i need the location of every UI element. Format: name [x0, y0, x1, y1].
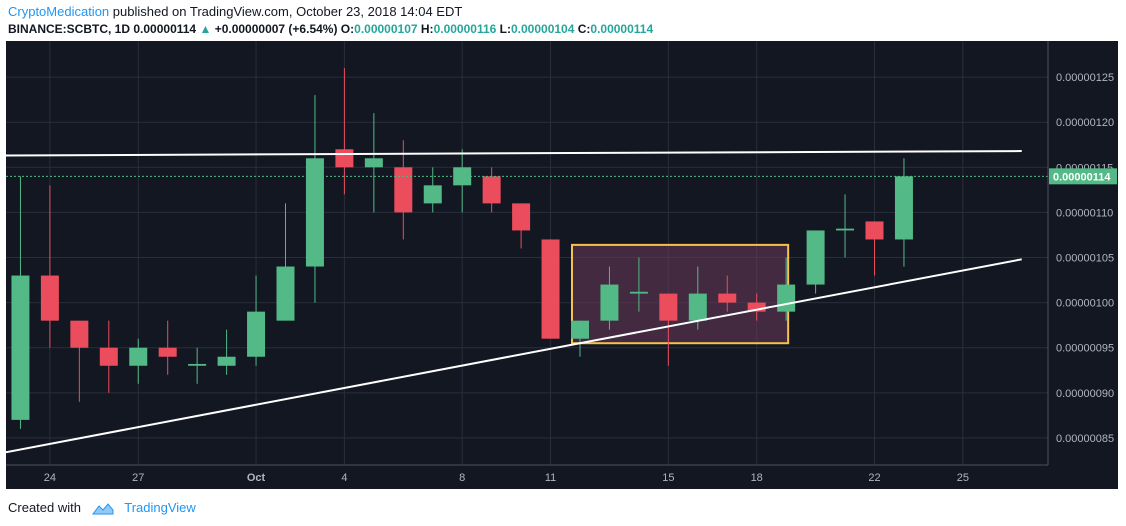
y-tick-label: 0.00000110: [1056, 207, 1113, 219]
x-tick-label: 11: [545, 472, 556, 484]
x-tick-label: 25: [957, 472, 969, 484]
y-tick-label: 0.00000100: [1056, 298, 1114, 310]
candle-body: [70, 320, 89, 348]
published-text: published on TradingView.com, October 23…: [109, 4, 463, 19]
candle-body: [541, 239, 560, 339]
candle-body: [188, 363, 207, 366]
x-tick-label: 24: [44, 472, 56, 484]
open-label: O:: [340, 22, 355, 36]
tradingview-logo-icon: [91, 502, 114, 515]
candle-body: [865, 221, 884, 240]
y-tick-label: 0.00000090: [1056, 388, 1114, 400]
footer: Created with TradingView: [8, 500, 196, 516]
candle-body: [747, 302, 766, 312]
candle-body: [40, 275, 59, 321]
candle-body: [836, 228, 855, 231]
candle-body: [335, 149, 354, 168]
x-tick-label: 18: [751, 472, 763, 484]
candle-body: [11, 275, 30, 420]
candle-body: [600, 284, 619, 321]
grid: [6, 41, 1048, 465]
close-label: C:: [577, 22, 591, 36]
author-link[interactable]: CryptoMedication: [8, 4, 110, 19]
axes: 0.000001250.000001200.000001150.00000110…: [6, 41, 1117, 484]
publish-line: CryptoMedication published on TradingVie…: [8, 4, 462, 19]
x-tick-label: Oct: [247, 472, 266, 484]
chart-panel[interactable]: 0.00000125 0.00000120 0.00000115 0.00000110…: [0, 41, 1118, 489]
candle-body: [512, 203, 531, 231]
high-value: 0.00000116: [433, 22, 497, 36]
y-tick-label: 0.00000095: [1056, 343, 1114, 355]
x-tick-label: 4: [341, 472, 347, 484]
candle-body: [158, 347, 177, 357]
trendlines: [0, 150, 1048, 455]
candle-body: [482, 176, 501, 204]
candle-body: [364, 158, 383, 168]
trendline: [0, 150, 1022, 157]
ohlc-line: BINANCE:SCBTC, 1D 0.00000114 ▲ +0.000000…: [8, 22, 653, 36]
candle-body: [718, 293, 737, 303]
y-tick-label: 0.00000125: [1056, 72, 1114, 84]
y-tick-label: 0.00000120: [1056, 117, 1114, 129]
close-value: 0.00000114: [590, 22, 654, 36]
current-price-label: 0.00000114: [1053, 171, 1111, 183]
candle-body: [777, 284, 796, 312]
candle-body: [99, 347, 118, 366]
candle-body: [247, 311, 266, 357]
price-change: +0.00000007 (+6.54%): [214, 22, 338, 36]
x-tick-label: 8: [459, 472, 465, 484]
created-with-text: Created with: [8, 500, 81, 515]
candle-body: [806, 230, 825, 285]
candle-body: [629, 291, 648, 294]
candles: [11, 68, 913, 429]
candle-body: [659, 293, 678, 321]
y-tick-label: 0.00000085: [1056, 433, 1114, 445]
candle-body: [305, 158, 324, 267]
current-price-badge: [1049, 168, 1117, 185]
candle-body: [394, 167, 413, 213]
trendline: [0, 258, 1022, 455]
x-tick-label: 22: [868, 472, 880, 484]
candle-body: [423, 185, 442, 204]
candle-body: [688, 293, 707, 321]
candle-body: [276, 266, 295, 321]
x-tick-label: 15: [662, 472, 674, 484]
symbol-label: BINANCE:SCBTC, 1D: [8, 22, 131, 36]
candle-body: [894, 176, 913, 240]
candlestick-chart[interactable]: 0.000001250.000001200.000001150.00000110…: [0, 41, 1118, 489]
candle-body: [217, 356, 236, 366]
low-value: 0.00000104: [510, 22, 575, 36]
open-value: 0.00000107: [354, 22, 418, 36]
last-price: 0.00000114: [133, 22, 197, 36]
tradingview-link[interactable]: TradingView: [124, 500, 196, 515]
candle-body: [129, 347, 148, 366]
up-arrow-icon: ▲: [199, 22, 212, 36]
x-tick-label: 27: [132, 472, 144, 484]
candle-body: [571, 320, 589, 339]
y-tick-label: 0.00000105: [1056, 253, 1114, 265]
high-label: H:: [420, 22, 434, 36]
low-label: L:: [499, 22, 511, 36]
